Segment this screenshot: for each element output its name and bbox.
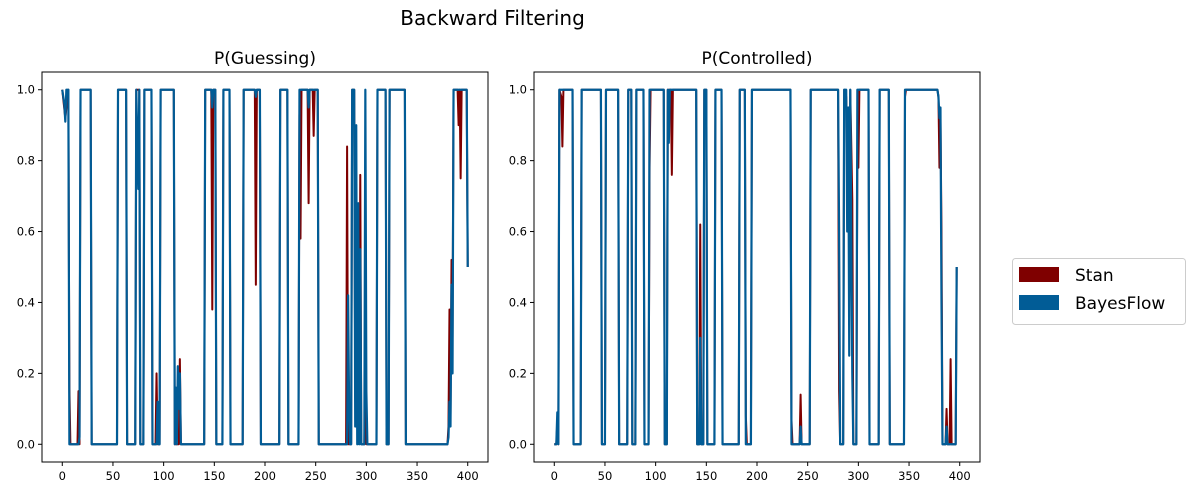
legend-label-bayesflow: BayesFlow [1075,294,1165,314]
y-tick-label: 0.8 [17,154,35,168]
x-tick-label: 400 [949,469,971,483]
series-line-stan [554,88,958,446]
x-tick-label: 250 [305,469,327,483]
panel-guessing: 0 50 100 150 200 250 300 350 400 0.0 0.2 0.4 0.6 0.8 1… [17,49,489,483]
panel-controlled: 0 50 100 150 200 250 300 350 400 0.0 0.2 0.4 0.6 0.8 1… [509,49,981,483]
y-tick-label: 0.0 [509,437,527,451]
x-tick-label: 100 [153,469,175,483]
y-tick-label: 1.0 [17,83,35,97]
legend-swatch-bayesflow [1019,295,1059,310]
figure-title: Backward Filtering [400,6,585,30]
x-tick-label: 200 [254,469,276,483]
series-line-bayesflow [554,88,958,446]
y-tick-label: 1.0 [509,83,527,97]
panel-title: P(Controlled) [702,49,813,69]
x-tick-label: 350 [898,469,920,483]
y-tick-label: 0.4 [17,295,35,309]
legend-label-stan: Stan [1075,266,1114,286]
x-tick-label: 0 [551,469,558,483]
panel-title: P(Guessing) [214,49,316,69]
x-tick-label: 300 [355,469,377,483]
x-tick-label: 0 [59,469,66,483]
y-tick-label: 0.6 [509,225,527,239]
y-tick-label: 0.4 [509,295,527,309]
x-tick-label: 100 [645,469,667,483]
x-tick-label: 50 [106,469,121,483]
x-tick-label: 200 [746,469,768,483]
series-line-stan [61,88,469,446]
y-tick-label: 0.6 [17,225,35,239]
legend: Stan BayesFlow [1012,258,1186,325]
legend-swatch-stan [1019,267,1059,282]
x-tick-label: 50 [598,469,613,483]
x-tick-label: 150 [203,469,225,483]
axes-frame [41,71,489,463]
y-tick-label: 0.8 [509,154,527,168]
y-tick-label: 0.0 [17,437,35,451]
x-tick-label: 350 [406,469,428,483]
series-line-bayesflow [61,88,469,446]
x-tick-label: 400 [457,469,479,483]
x-tick-label: 300 [847,469,869,483]
x-tick-label: 150 [695,469,717,483]
y-tick-label: 0.2 [509,366,527,380]
x-tick-label: 250 [797,469,819,483]
y-tick-label: 0.2 [17,366,35,380]
